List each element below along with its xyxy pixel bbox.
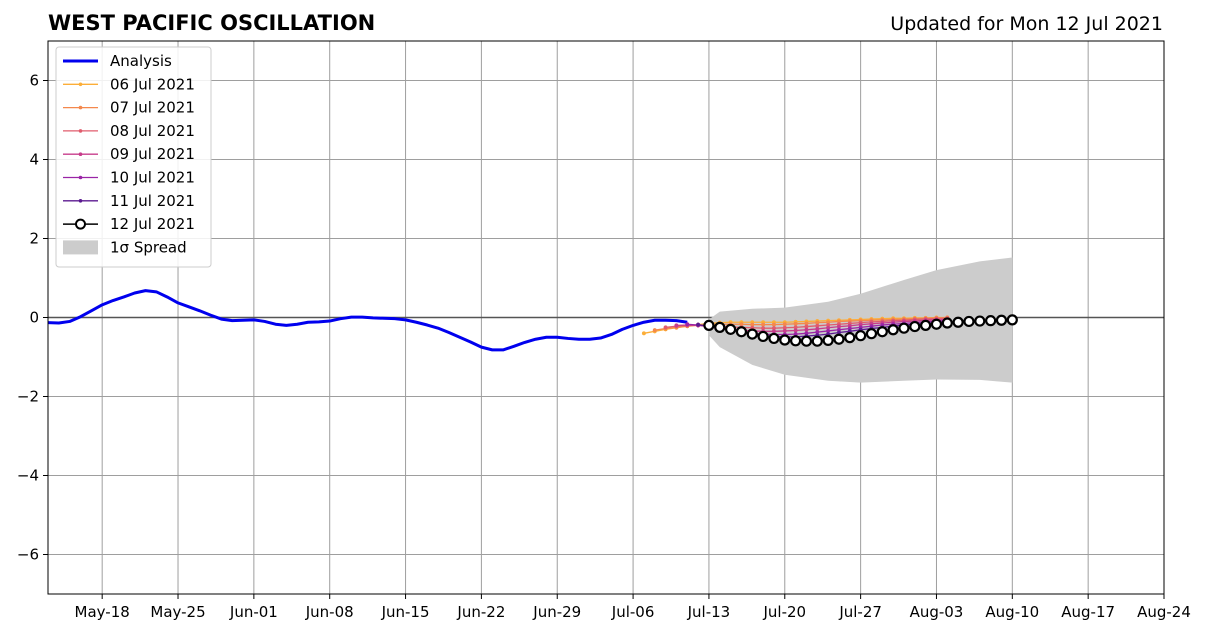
- latest-forecast-point: [844, 332, 856, 344]
- latest-forecast-point: [887, 324, 899, 336]
- forecast-point: [652, 328, 657, 333]
- forecast-point: [771, 322, 776, 327]
- forecast-point: [663, 325, 668, 330]
- latest-forecast-point: [811, 335, 823, 347]
- x-tick-label: Jun-15: [381, 603, 430, 621]
- x-tick-label: May-25: [150, 603, 205, 621]
- y-tick-label: −2: [17, 388, 39, 406]
- forecast-point: [793, 321, 798, 326]
- y-tick-label: −4: [17, 467, 39, 485]
- chart-title: WEST PACIFIC OSCILLATION: [48, 11, 375, 35]
- x-tick-label: Aug-17: [1061, 603, 1115, 621]
- legend-label: 11 Jul 2021: [110, 192, 195, 210]
- x-tick-label: Jun-01: [229, 603, 278, 621]
- latest-forecast-point: [725, 323, 737, 335]
- latest-forecast-point: [833, 333, 845, 345]
- x-tick-label: Aug-10: [985, 603, 1039, 621]
- latest-forecast-point: [941, 317, 953, 329]
- latest-forecast-point: [855, 330, 867, 342]
- x-tick-label: Jul-06: [611, 603, 655, 621]
- chart-updated-label: Updated for Mon 12 Jul 2021: [890, 13, 1163, 35]
- latest-forecast-point: [1006, 314, 1018, 326]
- forecast-point: [761, 322, 766, 327]
- data-layer: [48, 257, 1018, 383]
- forecast-point: [696, 322, 701, 327]
- latest-forecast-point: [790, 335, 802, 347]
- y-tick-label: 0: [29, 309, 39, 327]
- y-tick-label: 6: [29, 72, 39, 90]
- latest-forecast-point: [735, 326, 748, 338]
- forecast-point: [782, 328, 787, 333]
- latest-forecast-point: [800, 335, 813, 347]
- axis-ticks: −6 −4 −2 0 2 4 6 May-18 May-25 Jun-01 Jun-08 Jun-15…: [17, 72, 1191, 622]
- x-tick-label: Aug-24: [1137, 603, 1191, 621]
- x-tick-label: Jun-22: [456, 603, 505, 621]
- legend-label: 06 Jul 2021: [110, 75, 195, 93]
- legend-swatch-marker: [78, 105, 83, 110]
- latest-forecast-point: [757, 330, 769, 343]
- forecast-point: [782, 322, 787, 327]
- latest-forecast-point: [909, 320, 921, 333]
- x-tick-label: Jul-27: [838, 603, 882, 621]
- latest-forecast-point: [703, 319, 715, 331]
- legend-box: [55, 46, 212, 268]
- latest-forecast-point: [865, 328, 878, 340]
- legend-swatch-marker: [75, 218, 86, 230]
- chart-legend: Analysis 06 Jul 2021 07 Jul 2021 08 Jul 202…: [55, 46, 212, 268]
- latest-forecast-point: [714, 321, 726, 333]
- forecast-point: [804, 327, 809, 332]
- x-tick-label: Aug-03: [910, 603, 964, 621]
- latest-forecast-series: [703, 314, 1018, 347]
- legend-label: 09 Jul 2021: [110, 145, 195, 163]
- legend-swatch-spread: [63, 240, 98, 255]
- latest-forecast-point: [876, 326, 888, 338]
- x-tick-label: Jun-29: [532, 603, 581, 621]
- x-tick-label: Jul-20: [762, 603, 806, 621]
- legend-swatch-marker: [78, 175, 83, 180]
- legend-label: 08 Jul 2021: [110, 122, 195, 140]
- legend-swatch-marker: [78, 199, 83, 203]
- latest-forecast-point: [822, 334, 834, 347]
- latest-forecast-point: [974, 315, 986, 327]
- x-tick-label: Jul-13: [687, 603, 731, 621]
- latest-forecast-point: [952, 316, 964, 328]
- latest-forecast-point: [930, 318, 943, 330]
- latest-forecast-point: [779, 334, 791, 346]
- latest-forecast-point: [920, 319, 932, 331]
- legend-label: 1σ Spread: [110, 238, 187, 256]
- legend-label: 07 Jul 2021: [110, 99, 195, 117]
- forecast-point: [685, 322, 690, 327]
- plot-area: −6 −4 −2 0 2 4 6 May-18 May-25 Jun-01 Jun-08 Jun-15…: [17, 40, 1191, 622]
- x-tick-label: May-18: [75, 603, 130, 621]
- legend-label: Analysis: [110, 52, 172, 70]
- forecast-point: [793, 328, 798, 333]
- forecast-point: [641, 331, 646, 336]
- legend-swatch-marker: [78, 152, 83, 156]
- latest-forecast-point: [985, 315, 997, 327]
- x-tick-label: Jun-08: [305, 603, 354, 621]
- latest-forecast-point: [768, 332, 780, 345]
- latest-forecast-point: [746, 328, 758, 340]
- y-tick-label: 2: [29, 230, 39, 248]
- latest-forecast-point: [898, 322, 910, 334]
- forecast-point: [674, 323, 679, 328]
- legend-swatch-marker: [78, 129, 83, 133]
- latest-forecast-point: [963, 315, 975, 328]
- latest-forecast-point: [995, 314, 1008, 326]
- y-tick-label: 4: [29, 151, 39, 169]
- legend-swatch-marker: [78, 82, 83, 87]
- y-tick-label: −6: [17, 546, 39, 564]
- legend-label: 10 Jul 2021: [110, 169, 195, 187]
- legend-label: 12 Jul 2021: [110, 215, 195, 233]
- analysis-line: [48, 289, 688, 352]
